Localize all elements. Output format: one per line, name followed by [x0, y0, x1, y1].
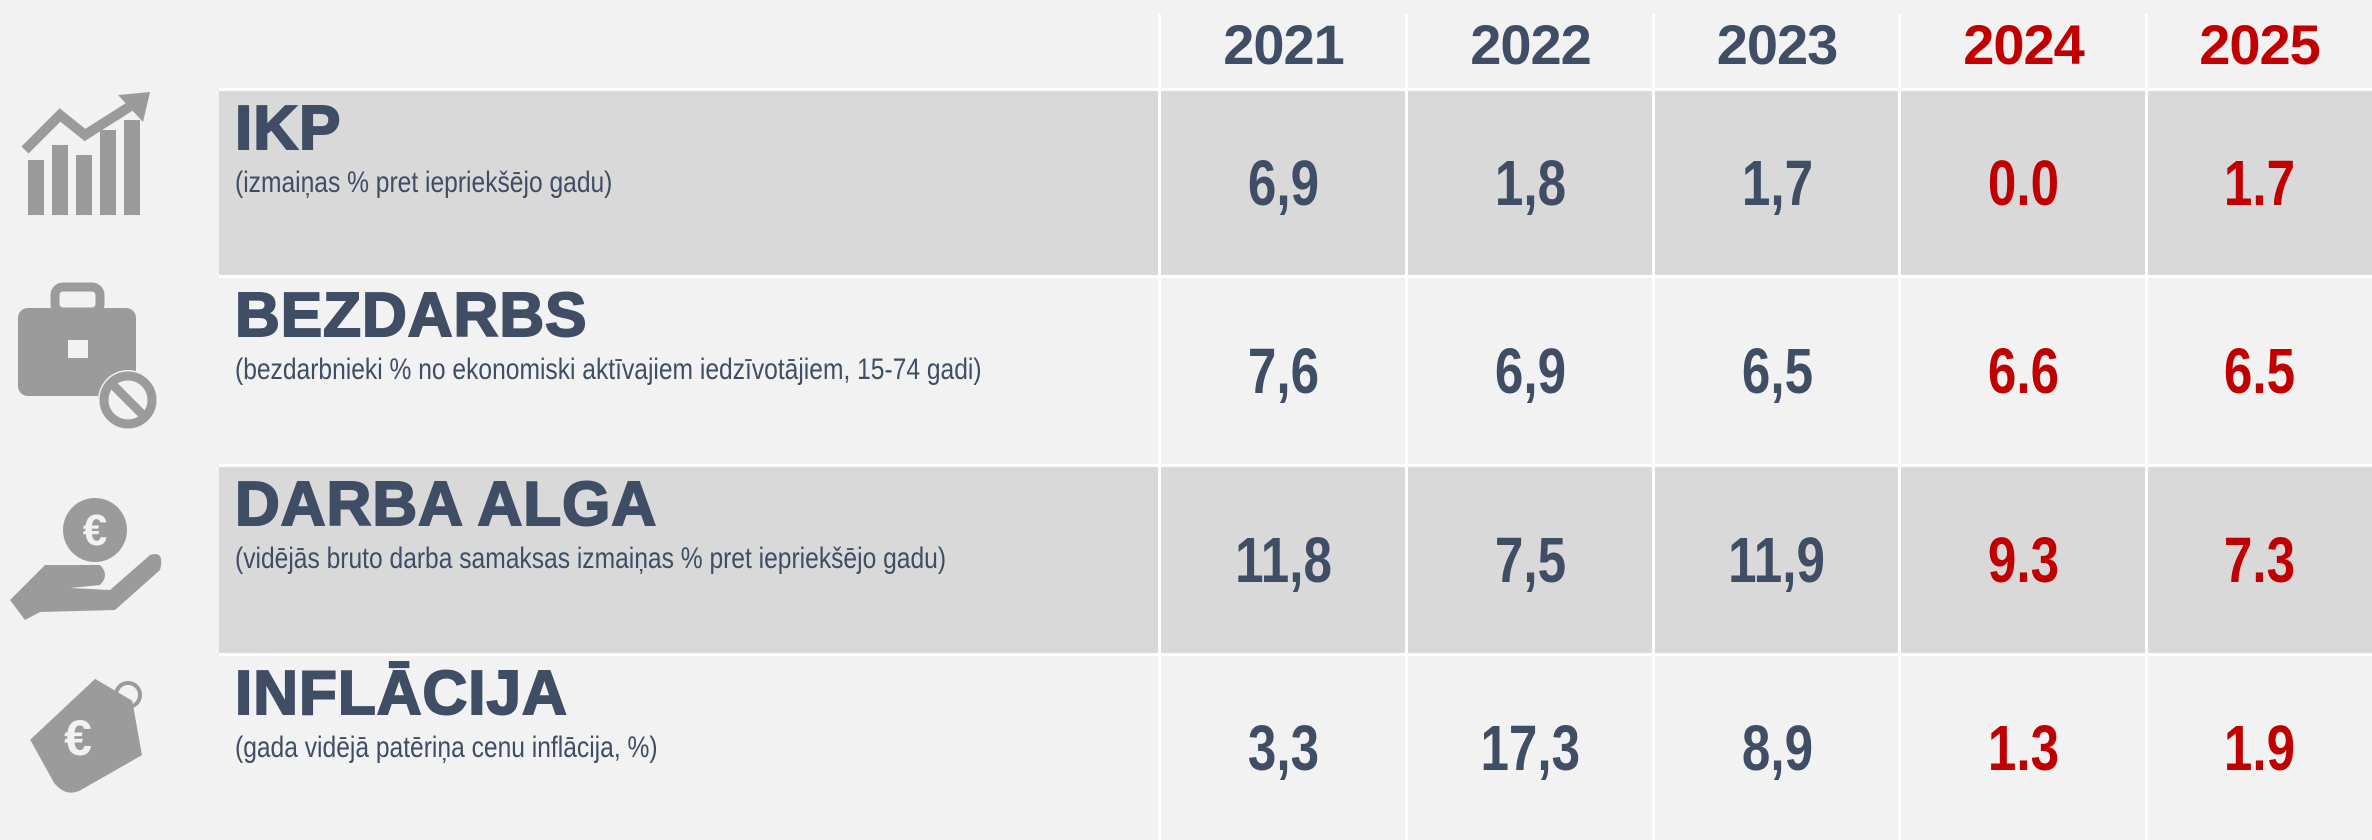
price-tag-icon: €	[30, 678, 142, 793]
value-cell: 11,9	[1654, 467, 1900, 653]
row-subtitle: (bezdarbnieki % no ekonomiski aktīvajiem…	[235, 353, 982, 386]
value: 1,7	[1741, 147, 1813, 219]
value: 7,5	[1494, 524, 1567, 596]
svg-text:€: €	[64, 710, 92, 766]
value: 6,9	[1494, 335, 1567, 407]
value: 11,9	[1728, 524, 1826, 596]
value: 17,3	[1480, 712, 1581, 784]
value: 1.7	[2223, 147, 2296, 219]
value-cell: 1,7	[1654, 91, 1900, 275]
row-separator	[219, 653, 2372, 656]
salary-icon: €	[10, 498, 162, 620]
column-separator	[1652, 14, 1655, 840]
value: 7,6	[1247, 335, 1320, 407]
value: 6.5	[2223, 335, 2296, 407]
column-separator	[1158, 14, 1161, 840]
column-separator	[1898, 14, 1901, 840]
row-subtitle: (izmaiņas % pret iepriekšējo gadu)	[235, 166, 613, 199]
year-header: 2025	[2199, 12, 2321, 76]
briefcase-icon	[18, 282, 158, 430]
icons: € €	[10, 92, 162, 793]
value: 1,8	[1494, 147, 1567, 219]
value-cell: 7.3	[2147, 467, 2372, 653]
row-title: IKP	[234, 93, 342, 164]
row-background	[219, 467, 2372, 653]
row-background	[219, 91, 2372, 275]
row-title: INFLĀCIJA	[234, 658, 568, 729]
value-cell: 6.6	[1900, 278, 2147, 464]
year-header: 2024	[1963, 12, 2085, 76]
column-separator	[1405, 14, 1408, 840]
value-cell: 6,9	[1407, 278, 1654, 464]
value-cell: 1.9	[2147, 656, 2372, 840]
value-cell: 11,8	[1160, 467, 1407, 653]
row-separator	[219, 275, 2372, 278]
value-cell: 17,3	[1407, 656, 1654, 840]
row-separator	[219, 464, 2372, 467]
value-cell: 7,6	[1160, 278, 1407, 464]
year-header: 2022	[1470, 12, 1592, 76]
value: 8,9	[1741, 712, 1813, 784]
row-separator	[219, 88, 2372, 91]
value: 6,9	[1247, 147, 1320, 219]
row-title: DARBA ALGA	[234, 469, 658, 540]
value-cell: 9.3	[1900, 467, 2147, 653]
value: 1.3	[1987, 712, 2060, 784]
value: 1.9	[2223, 712, 2296, 784]
svg-text:€: €	[83, 506, 107, 555]
value-cell: 3,3	[1160, 656, 1407, 840]
value: 6.6	[1987, 335, 2060, 407]
year-header: 2023	[1716, 12, 1839, 76]
row-title: BEZDARBS	[234, 280, 588, 351]
chart-icon	[21, 92, 150, 215]
value: 9.3	[1987, 524, 2060, 596]
value-cell: 1.3	[1900, 656, 2147, 840]
value: 0.0	[1987, 147, 2060, 219]
value: 11,8	[1235, 524, 1332, 596]
year-header: 2021	[1223, 12, 1345, 76]
value-cell: 6,5	[1654, 278, 1900, 464]
value-cell: 8,9	[1654, 656, 1900, 840]
value: 6,5	[1741, 335, 1813, 407]
value-cell: 1,8	[1407, 91, 1654, 275]
column-separator	[2145, 14, 2148, 840]
value: 7.3	[2223, 524, 2296, 596]
value-cell: 6.5	[2147, 278, 2372, 464]
value-cell: 6,9	[1160, 91, 1407, 275]
value: 3,3	[1247, 712, 1320, 784]
row-subtitle: (vidējās bruto darba samaksas izmaiņas %…	[235, 542, 947, 575]
value-cell: 1.7	[2147, 91, 2372, 275]
row-subtitle: (gada vidējā patēriņa cenu inflācija, %)	[235, 731, 658, 764]
value-cell: 7,5	[1407, 467, 1654, 653]
value-cell: 0.0	[1900, 91, 2147, 275]
